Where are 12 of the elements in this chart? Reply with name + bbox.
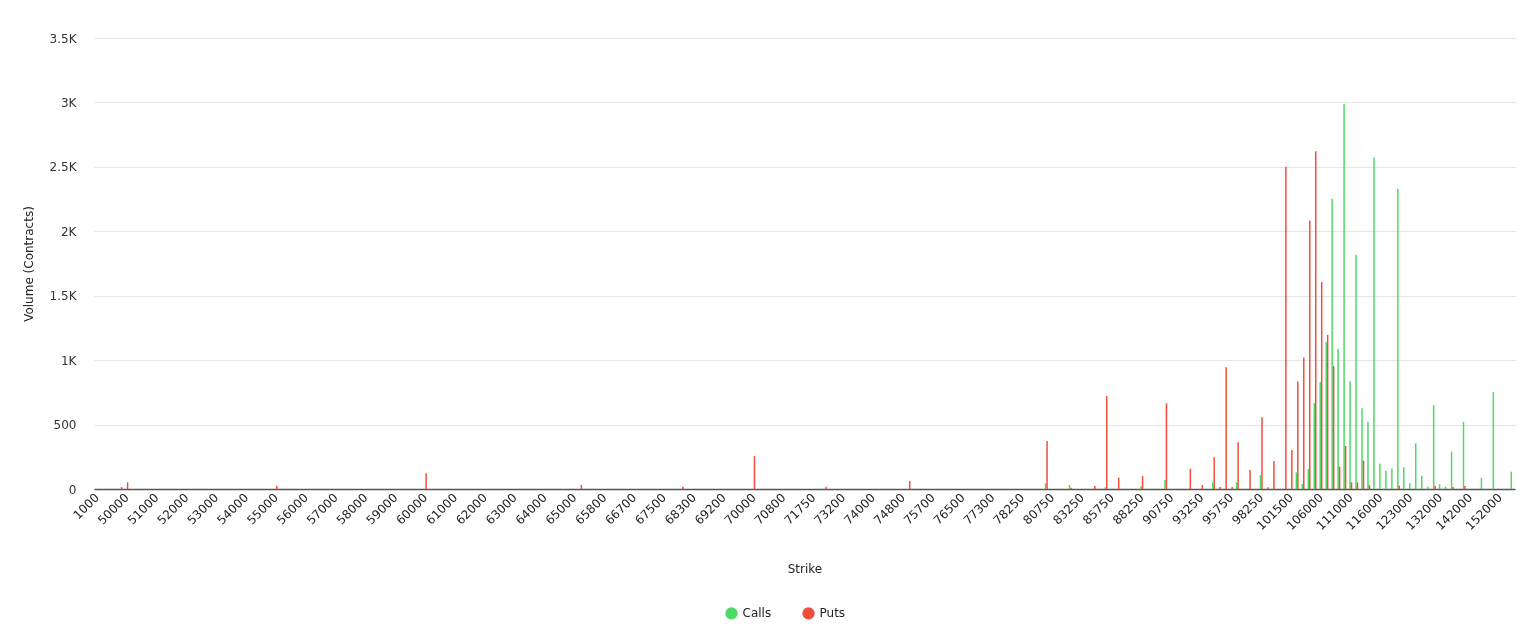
y-tick-label: 2.5K xyxy=(49,160,78,175)
y-tick-label: 1.5K xyxy=(49,289,78,304)
y-tick-label: 2K xyxy=(60,224,78,239)
y-tick-label: 1K xyxy=(60,353,78,368)
y-tick-label: 3.5K xyxy=(49,31,78,46)
x-axis-title: Strike xyxy=(787,562,823,577)
y-tick-label: 3K xyxy=(60,95,78,110)
y-tick-label: 500 xyxy=(53,418,77,433)
y-tick-label: 0 xyxy=(68,482,77,497)
legend-label: Calls xyxy=(742,606,772,621)
y-axis-title: Volume (Contracts) xyxy=(21,206,36,322)
legend-label: Puts xyxy=(819,606,846,621)
